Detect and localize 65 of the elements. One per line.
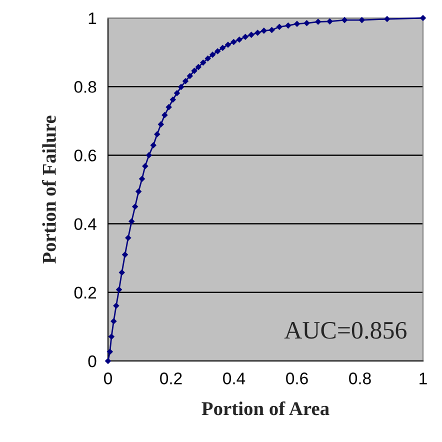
annotation: AUC=0.856 [284, 322, 407, 339]
point [110, 318, 117, 324]
y-tick-label: 0.8 [74, 81, 96, 93]
point [294, 20, 300, 27]
point [118, 269, 126, 276]
point [220, 44, 226, 51]
point [162, 112, 168, 118]
point [113, 302, 120, 309]
point [108, 334, 115, 340]
point [326, 18, 333, 25]
point [224, 42, 232, 48]
x-axis-title: Portion of Area [202, 401, 330, 416]
x-tick-label: 0.6 [286, 372, 308, 384]
point [128, 218, 135, 225]
y-tick-label: 0.6 [74, 150, 96, 162]
point [230, 38, 237, 46]
point [174, 90, 180, 96]
point [276, 24, 282, 30]
point [314, 18, 322, 25]
point [150, 142, 156, 148]
y-tick-label: 1 [88, 12, 96, 24]
point [138, 176, 146, 182]
point [285, 22, 292, 29]
point [166, 104, 172, 110]
x-tick-label: 0.4 [223, 372, 246, 384]
point [195, 64, 202, 70]
point [106, 348, 114, 355]
point [254, 30, 261, 36]
point [358, 16, 366, 24]
point [158, 121, 164, 128]
point [341, 16, 348, 24]
y-tick-label: 0.2 [74, 286, 96, 299]
point [209, 52, 216, 58]
point [304, 20, 310, 26]
point [135, 188, 142, 195]
point [122, 252, 128, 258]
point [248, 32, 254, 38]
point [420, 14, 426, 22]
point [204, 55, 211, 62]
x-tick-label: 0.2 [160, 372, 182, 384]
point [182, 78, 189, 84]
point [242, 34, 248, 40]
point [154, 131, 160, 138]
point [132, 204, 138, 210]
point [236, 36, 242, 43]
x-tick-label: 0 [104, 372, 112, 384]
point [125, 234, 132, 242]
point [178, 84, 184, 90]
y-tick-label: 0 [88, 355, 96, 368]
point [186, 72, 194, 80]
y-tick-label: 0.4 [74, 218, 96, 230]
point [384, 16, 390, 22]
x-tick-label: 1 [420, 372, 427, 384]
point [170, 96, 176, 103]
point [116, 286, 122, 293]
point [146, 152, 152, 158]
y-axis-title: Portion of Failure [42, 116, 56, 264]
point [260, 28, 268, 34]
point [104, 358, 112, 364]
point [268, 26, 275, 34]
point [191, 68, 198, 74]
point [214, 48, 221, 54]
point [200, 59, 206, 66]
x-tick-label: 0.8 [349, 372, 371, 384]
point [142, 163, 148, 170]
